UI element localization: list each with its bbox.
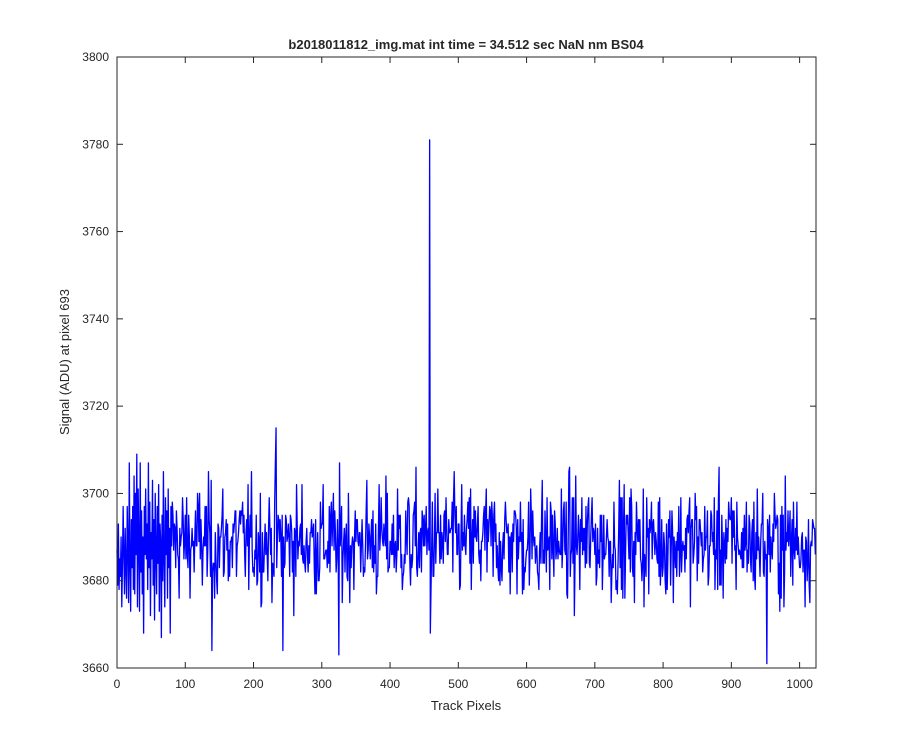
y-tick-label: 3700	[82, 486, 109, 500]
series-layer	[116, 139, 816, 665]
y-axis-label: Signal (ADU) at pixel 693	[57, 289, 72, 435]
plot-area	[117, 57, 816, 668]
y-tick-label: 3680	[82, 574, 109, 588]
y-tick-label: 3800	[82, 50, 109, 64]
y-tick-label: 3780	[82, 137, 109, 151]
y-tick-label: 3720	[82, 399, 109, 413]
x-axis-label: Track Pixels	[431, 698, 502, 713]
y-tick-label: 3760	[82, 225, 109, 239]
x-tick-label: 0	[114, 677, 121, 691]
chart-title: b2018011812_img.mat int time = 34.512 se…	[288, 37, 644, 52]
x-tick-label: 1000	[786, 677, 813, 691]
x-tick-label: 700	[585, 677, 605, 691]
x-tick-label: 500	[448, 677, 468, 691]
x-tick-label: 300	[312, 677, 332, 691]
y-axis-ticks: 3660 3680 3700 3720 3740 3760 3780 3800	[82, 50, 816, 675]
x-tick-label: 800	[653, 677, 673, 691]
x-tick-label: 400	[380, 677, 400, 691]
axes-box	[116, 56, 817, 669]
x-tick-label: 100	[175, 677, 195, 691]
y-tick-label: 3740	[82, 312, 109, 326]
x-tick-label: 200	[244, 677, 264, 691]
x-tick-label: 900	[721, 677, 741, 691]
x-tick-label: 600	[517, 677, 537, 691]
x-axis-ticks: 0 100 200 300 400 500 600 700 800 900 1000	[114, 57, 813, 691]
y-tick-label: 3660	[82, 661, 109, 675]
signal-series-line	[116, 139, 816, 665]
